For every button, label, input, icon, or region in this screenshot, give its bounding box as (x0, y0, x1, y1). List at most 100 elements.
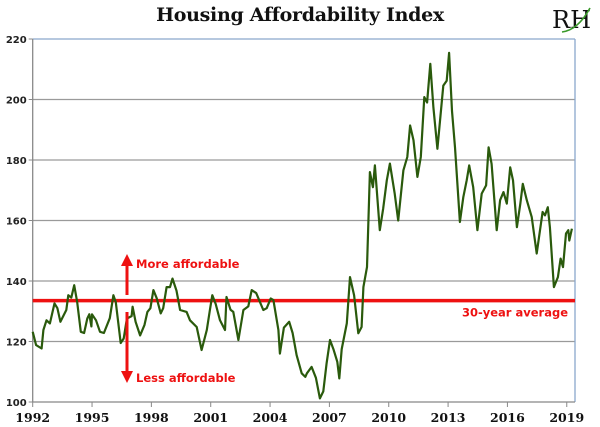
y-tick-label: 160 (6, 217, 27, 228)
data-point (420, 156, 422, 158)
data-point (196, 326, 198, 328)
thirty-year-average-label: 30-year average (462, 306, 568, 320)
data-point (232, 311, 234, 313)
data-point (35, 344, 37, 346)
data-point (242, 309, 244, 311)
data-point (416, 176, 418, 178)
data-point (509, 166, 511, 168)
data-point (288, 321, 290, 323)
data-point (139, 334, 141, 336)
data-point (76, 301, 78, 303)
data-point (99, 331, 101, 333)
chart-title: Housing Affordability Index (156, 4, 444, 26)
data-point (83, 332, 85, 334)
data-point (272, 299, 274, 301)
data-point (547, 206, 549, 208)
rh-logo: RH (552, 6, 591, 34)
data-point (372, 186, 374, 188)
data-point (502, 191, 504, 193)
data-point (135, 321, 137, 323)
data-point (448, 52, 450, 54)
data-point (156, 297, 158, 299)
data-point (446, 80, 448, 82)
data-point (485, 184, 487, 186)
data-point (423, 96, 425, 98)
data-point (531, 216, 533, 218)
data-point (131, 315, 133, 317)
data-point (319, 397, 321, 399)
data-point (67, 294, 69, 296)
data-point (451, 110, 453, 112)
data-point (149, 307, 151, 309)
data-point (206, 329, 208, 331)
data-point (311, 366, 313, 368)
y-tick-label: 220 (6, 35, 27, 46)
data-point (519, 203, 521, 205)
data-point (301, 372, 303, 374)
y-tick-label: 100 (6, 398, 27, 409)
data-point (176, 290, 178, 292)
data-point (215, 303, 217, 305)
data-point (542, 211, 544, 213)
data-point (472, 186, 474, 188)
x-tick-label: 1992 (15, 410, 50, 425)
data-point (306, 372, 308, 374)
data-point (53, 302, 55, 304)
data-point (277, 329, 279, 331)
data-point (491, 163, 493, 165)
reference-line-group: 30-year average (32, 298, 575, 320)
data-point (86, 318, 88, 320)
data-point (402, 169, 404, 171)
x-tick-label: 2019 (549, 410, 584, 425)
y-tick-label: 200 (6, 96, 27, 107)
annotations: More affordable Less affordable (121, 254, 240, 385)
data-point (262, 309, 264, 311)
data-point (247, 305, 249, 307)
data-point (476, 229, 478, 231)
data-point (65, 309, 67, 311)
data-point (506, 203, 508, 205)
data-point (46, 319, 48, 321)
data-point (557, 276, 559, 278)
data-point (353, 294, 355, 296)
data-point (459, 221, 461, 223)
data-point (426, 102, 428, 104)
data-point (169, 286, 171, 288)
data-point (362, 286, 364, 288)
data-point (59, 321, 61, 323)
data-point (80, 331, 82, 333)
data-point (103, 332, 105, 334)
series-group (31, 51, 573, 400)
data-point (146, 311, 148, 313)
data-point (544, 214, 546, 216)
data-point (565, 233, 567, 235)
data-point (366, 266, 368, 268)
y-tick-label: 140 (6, 277, 27, 288)
data-point (329, 339, 331, 341)
x-tick-label: 1995 (75, 410, 110, 425)
data-point (454, 146, 456, 148)
data-point (255, 292, 257, 294)
data-point (166, 286, 168, 288)
data-point (296, 354, 298, 356)
data-point (374, 164, 376, 166)
up-arrow-icon (121, 254, 133, 266)
data-point (571, 228, 573, 230)
data-point (70, 297, 72, 299)
data-point (283, 327, 285, 329)
y-tick-label: 180 (6, 156, 27, 167)
data-point (322, 390, 324, 392)
gridlines (32, 98, 575, 343)
data-point (143, 324, 145, 326)
data-point (56, 307, 58, 309)
data-point (160, 312, 162, 314)
data-point (123, 337, 125, 339)
data-point (522, 183, 524, 185)
series-line (31, 51, 573, 400)
data-point (436, 148, 438, 150)
data-point (95, 319, 97, 321)
data-point (115, 301, 117, 303)
data-point (429, 63, 431, 65)
data-point (326, 362, 328, 364)
